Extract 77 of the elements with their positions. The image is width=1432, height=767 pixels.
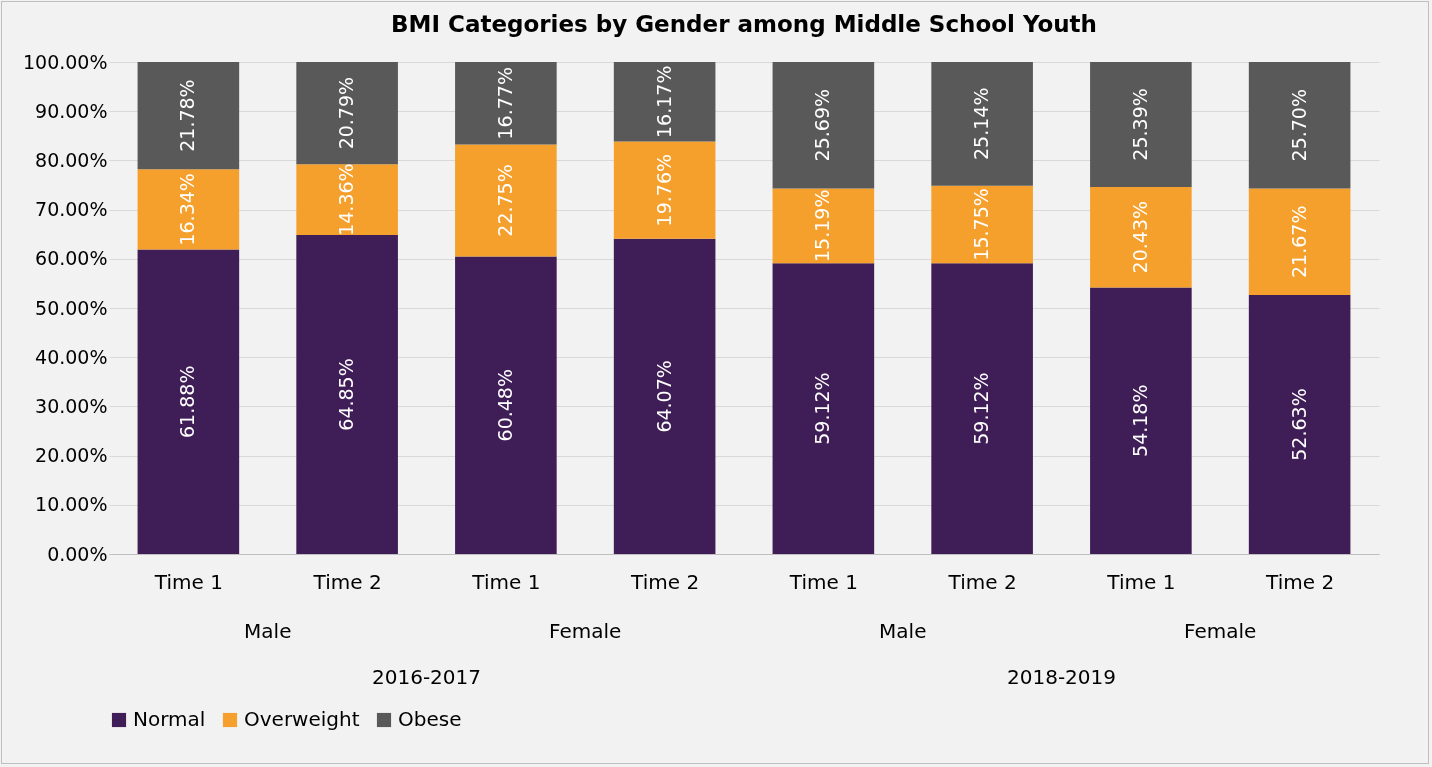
data-label: 64.85% — [335, 358, 358, 431]
data-label: 54.18% — [1128, 384, 1151, 457]
bar — [1248, 62, 1351, 189]
bar — [931, 61, 1033, 186]
text: 2016-2017 — [371, 665, 482, 689]
x-tick-label: Time 1 — [471, 569, 541, 594]
y-tick-label: 50.00% — [35, 296, 108, 319]
data-label: 22.75% — [493, 164, 516, 237]
bar — [1090, 186, 1192, 288]
bar — [296, 62, 398, 165]
data-label: 25.69% — [811, 88, 834, 162]
y-tick-label: 80.00% — [35, 148, 108, 171]
bar — [613, 238, 716, 554]
y-tick-label: 60.00% — [35, 247, 108, 270]
data-label: 15.19% — [811, 189, 834, 262]
y-tick-label: 20.00% — [35, 444, 108, 467]
bar — [772, 188, 875, 264]
x-tick-label: Time 2 — [1265, 569, 1335, 594]
text: Male — [879, 619, 927, 643]
x-tick-label: Time 1 — [153, 569, 223, 594]
data-label: 25.70% — [1287, 89, 1310, 162]
x-tick-label: Time 2 — [312, 569, 382, 594]
x-tick-label: Time 2 — [947, 569, 1017, 594]
data-label: 52.63% — [1287, 388, 1310, 461]
text: Female — [549, 619, 622, 643]
text: Male — [244, 619, 292, 643]
y-tick-label: 30.00% — [35, 394, 108, 417]
bar — [1248, 295, 1351, 554]
bar — [455, 62, 557, 145]
data-label: 19.76% — [652, 153, 675, 227]
text: 2018-2019 — [1006, 665, 1117, 689]
data-label: 21.78% — [176, 79, 199, 152]
data-label: 20.79% — [335, 76, 358, 150]
bar — [455, 256, 557, 554]
bar — [772, 263, 875, 554]
legend-label: Normal — [133, 707, 206, 731]
y-tick-label: 70.00% — [35, 198, 108, 221]
bar — [1090, 62, 1192, 187]
data-label: 64.07% — [652, 360, 675, 433]
x-tick-label: Time 1 — [1106, 569, 1176, 594]
bar — [296, 234, 398, 554]
bar — [137, 169, 240, 250]
legend-label: Obese — [398, 707, 462, 731]
data-label: 59.12% — [811, 372, 834, 445]
data-label: 16.34% — [176, 173, 199, 246]
y-tick-label: 10.00% — [35, 493, 108, 516]
data-label: 14.36% — [335, 163, 358, 236]
bar — [455, 144, 557, 257]
data-label: 21.67% — [1287, 205, 1310, 278]
text: Female — [1184, 619, 1257, 643]
bar — [613, 62, 716, 142]
data-label: 16.77% — [493, 67, 516, 140]
x-tick-label: Time 1 — [788, 569, 858, 594]
y-tick-label: 0.00% — [47, 542, 108, 565]
bar — [1248, 188, 1351, 296]
bar — [613, 141, 716, 239]
bar — [137, 249, 240, 554]
data-label: 25.14% — [970, 87, 993, 161]
data-label: 61.88% — [176, 365, 199, 438]
bar — [137, 62, 240, 170]
data-label: 20.43% — [1128, 200, 1151, 274]
data-label: 15.75% — [970, 188, 993, 261]
x-tick-label: Time 2 — [630, 569, 700, 594]
data-label: 25.39% — [1128, 88, 1151, 161]
bar — [1090, 287, 1192, 554]
chart-title: BMI Categories by Gender among Middle School Youth — [391, 11, 1097, 37]
y-tick-label: 90.00% — [35, 99, 108, 122]
data-label: 16.17% — [652, 65, 675, 138]
bar — [772, 62, 875, 189]
y-tick-label: 100.00% — [22, 50, 108, 73]
data-label: 59.12% — [970, 372, 993, 445]
data-label: 60.48% — [493, 368, 516, 442]
bar — [296, 164, 398, 235]
y-tick-label: 40.00% — [35, 345, 108, 368]
legend-label: Overweight — [244, 707, 360, 731]
bar — [931, 185, 1033, 264]
bar — [931, 263, 1033, 554]
